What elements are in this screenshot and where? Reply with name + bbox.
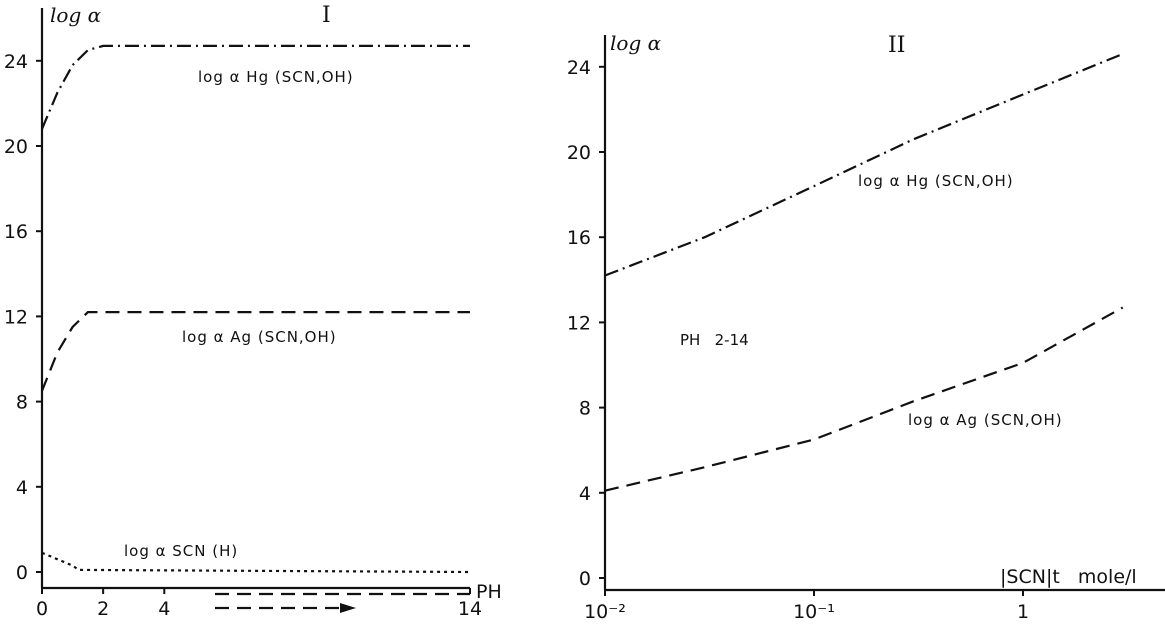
panel-ii: 0 4 8 12 16 20 24 10⁻² 10⁻¹ 1 log α II |SCN|t mo… <box>567 31 1165 623</box>
panel-ii-x-tick-label: 10⁻² <box>584 601 626 623</box>
panel-ii-x-tick-label: 1 <box>1017 601 1029 623</box>
panel-i-x-tick-label: 0 <box>36 598 48 620</box>
panel-i-y-tick-label: 24 <box>4 51 28 73</box>
panel-i-x-ticks: 0 2 4 14 <box>36 588 482 620</box>
panel-ii-series-ag <box>604 306 1124 492</box>
panel-i-x-tick-label: 4 <box>158 598 170 620</box>
panel-i-label-hg: log α Hg (SCN,OH) <box>198 68 354 86</box>
panel-i-y-tick-label: 4 <box>16 477 28 499</box>
panel-i-y-tick-label: 8 <box>16 392 28 414</box>
panel-ii-y-tick-label: 4 <box>579 483 591 505</box>
panel-ii-x-label: |SCN|t mole/l <box>1000 566 1137 588</box>
panel-ii-x-tick-label: 10⁻¹ <box>793 601 835 623</box>
panel-i-x-tick-label: 14 <box>458 598 482 620</box>
panel-ii-annotation: PH 2-14 <box>680 331 749 349</box>
panel-i-y-tick-label: 16 <box>4 221 28 243</box>
panel-i-x-tick-label: 2 <box>97 598 109 620</box>
panel-ii-y-ticks: 0 4 8 12 16 20 24 <box>567 57 605 590</box>
panel-ii-title: II <box>888 33 905 58</box>
panel-ii-y-tick-label: 0 <box>579 568 591 590</box>
panel-i-y-tick-label: 0 <box>16 562 28 584</box>
panel-ii-y-tick-label: 16 <box>567 227 591 249</box>
panel-i-y-tick-label: 12 <box>4 306 28 328</box>
arrow-right-icon <box>340 603 356 613</box>
panel-i-y-label: log α <box>50 3 102 27</box>
panel-ii-y-label: log α <box>610 31 662 55</box>
panel-i-series-scn <box>41 551 471 574</box>
panel-ii-y-tick-label: 12 <box>567 312 591 334</box>
panel-ii-y-tick-label: 20 <box>567 142 591 164</box>
panel-i-y-ticks: 0 4 8 12 16 20 24 <box>4 51 42 584</box>
panel-i-label-ag: log α Ag (SCN,OH) <box>182 328 337 346</box>
panel-ii-series-hg <box>604 52 1124 277</box>
panel-i-y-tick-label: 20 <box>4 136 28 158</box>
panel-i-title: I <box>322 3 331 28</box>
panel-i-label-scn: log α SCN (H) <box>124 542 238 560</box>
panel-ii-y-tick-label: 8 <box>579 398 591 420</box>
panel-i-series-hg <box>40 44 470 130</box>
panel-ii-label-hg: log α Hg (SCN,OH) <box>858 172 1014 190</box>
panel-ii-x-ticks: 10⁻² 10⁻¹ 1 <box>584 590 1029 623</box>
panel-i-series-ag <box>40 311 470 392</box>
panel-ii-y-tick-label: 24 <box>567 57 591 79</box>
panel-ii-label-ag: log α Ag (SCN,OH) <box>908 411 1063 429</box>
panel-i-x-label: PH <box>476 581 502 603</box>
